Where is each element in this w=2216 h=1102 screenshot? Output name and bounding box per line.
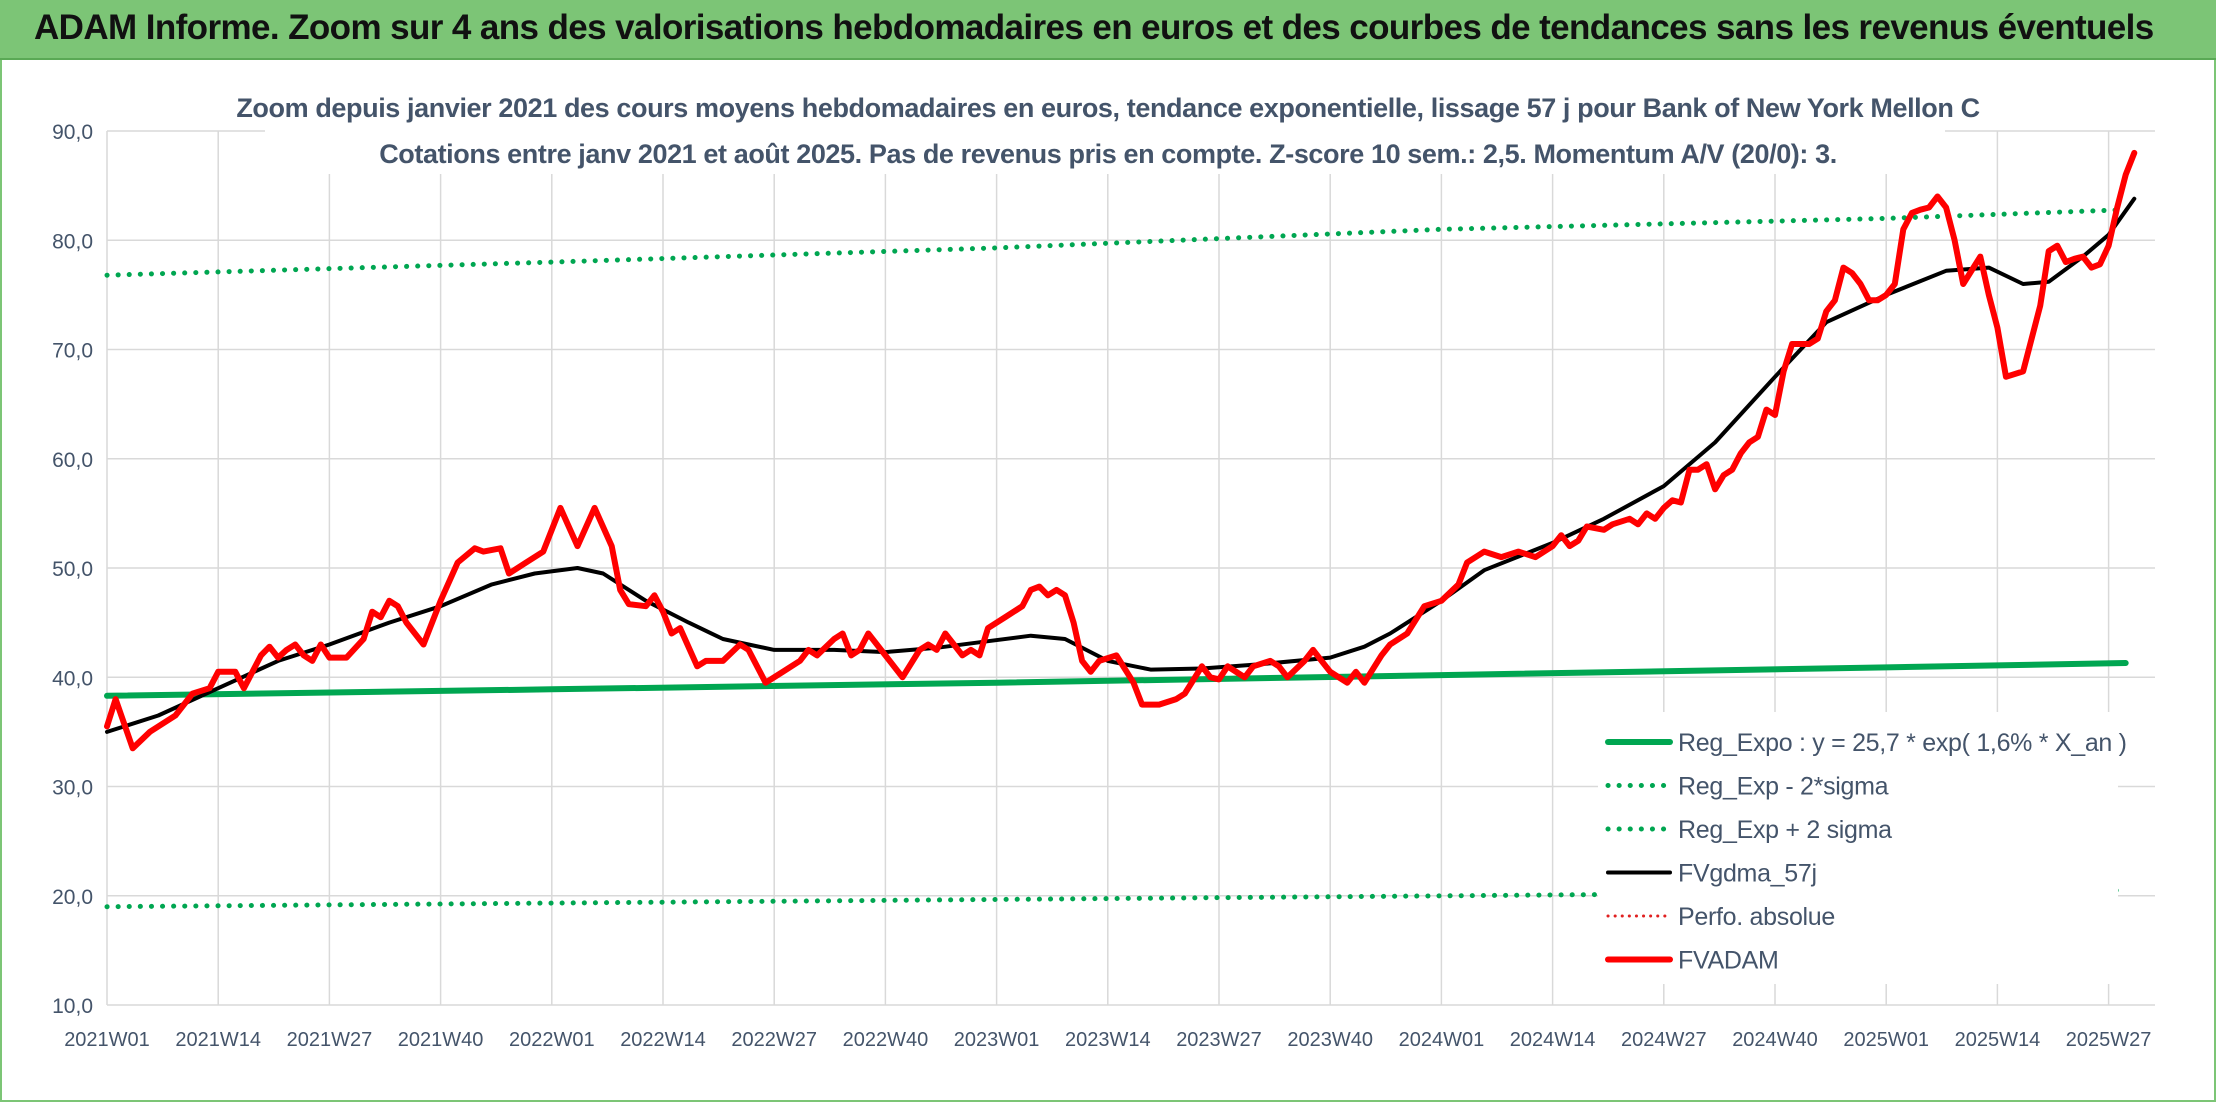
legend-label-fvgdma: FVgdma_57j: [1678, 860, 1817, 888]
header-banner: ADAM Informe. Zoom sur 4 ans des valoris…: [0, 0, 2216, 60]
y-tick-label: 70,0: [52, 340, 93, 363]
x-tick-label: 2022W40: [843, 1029, 929, 1051]
x-tick-label: 2025W14: [1955, 1029, 2041, 1051]
x-tick-label: 2023W01: [954, 1029, 1040, 1051]
x-tick-label: 2025W01: [1843, 1029, 1929, 1051]
chart-title-background: [265, 82, 1945, 174]
x-tick-label: 2024W40: [1732, 1029, 1818, 1051]
y-tick-label: 20,0: [52, 886, 93, 909]
y-tick-label: 90,0: [52, 121, 93, 144]
x-tick-label: 2025W27: [2066, 1029, 2152, 1051]
legend-background: [1598, 712, 2118, 984]
y-tick-label: 80,0: [52, 230, 93, 253]
legend-label-reg_low: Reg_Exp - 2*sigma: [1678, 773, 1889, 801]
chart-title-line2: Cotations entre janv 2021 et août 2025. …: [379, 139, 1837, 169]
y-tick-label: 10,0: [52, 995, 93, 1018]
chart-title-line1: Zoom depuis janvier 2021 des cours moyen…: [236, 93, 1979, 123]
x-tick-label: 2021W14: [175, 1029, 261, 1051]
x-tick-label: 2021W27: [287, 1029, 373, 1051]
x-tick-label: 2023W40: [1287, 1029, 1373, 1051]
series-line-reg_low: [104, 887, 2129, 910]
x-tick-label: 2024W01: [1399, 1029, 1485, 1051]
legend-label-fvadam: FVADAM: [1678, 947, 1779, 975]
series-line-reg_high: [104, 207, 2129, 278]
x-tick-label: 2023W14: [1065, 1029, 1151, 1051]
x-tick-label: 2022W14: [620, 1029, 706, 1051]
series-line-fvgdma: [105, 196, 2137, 734]
x-tick-label: 2021W40: [398, 1029, 484, 1051]
y-tick-label: 50,0: [52, 558, 93, 581]
x-tick-label: 2024W14: [1510, 1029, 1596, 1051]
banner-title: ADAM Informe. Zoom sur 4 ans des valoris…: [34, 8, 2154, 47]
series-line-reg_expo: [104, 660, 2129, 699]
x-tick-label: 2022W27: [731, 1029, 817, 1051]
legend-label-perfo: Perfo. absolue: [1678, 903, 1835, 931]
legend-label-reg_high: Reg_Exp + 2 sigma: [1678, 816, 1892, 844]
x-tick-label: 2023W27: [1176, 1029, 1262, 1051]
x-tick-label: 2021W01: [64, 1029, 150, 1051]
y-tick-label: 30,0: [52, 777, 93, 800]
y-tick-label: 40,0: [52, 667, 93, 690]
series-line-fvadam: [104, 149, 2138, 752]
y-tick-label: 60,0: [52, 449, 93, 472]
x-tick-label: 2022W01: [509, 1029, 595, 1051]
legend-label-reg_expo: Reg_Expo : y = 25,7 * exp( 1,6% * X_an ): [1678, 729, 2127, 757]
x-tick-label: 2024W27: [1621, 1029, 1707, 1051]
